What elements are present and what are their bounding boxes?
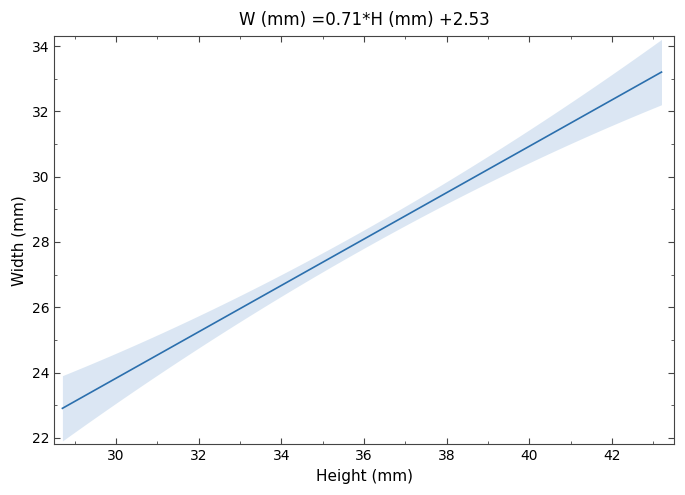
Title: W (mm) =0.71*H (mm) +2.53: W (mm) =0.71*H (mm) +2.53: [238, 11, 489, 29]
Y-axis label: Width (mm): Width (mm): [11, 195, 26, 286]
X-axis label: Height (mm): Height (mm): [316, 469, 412, 484]
